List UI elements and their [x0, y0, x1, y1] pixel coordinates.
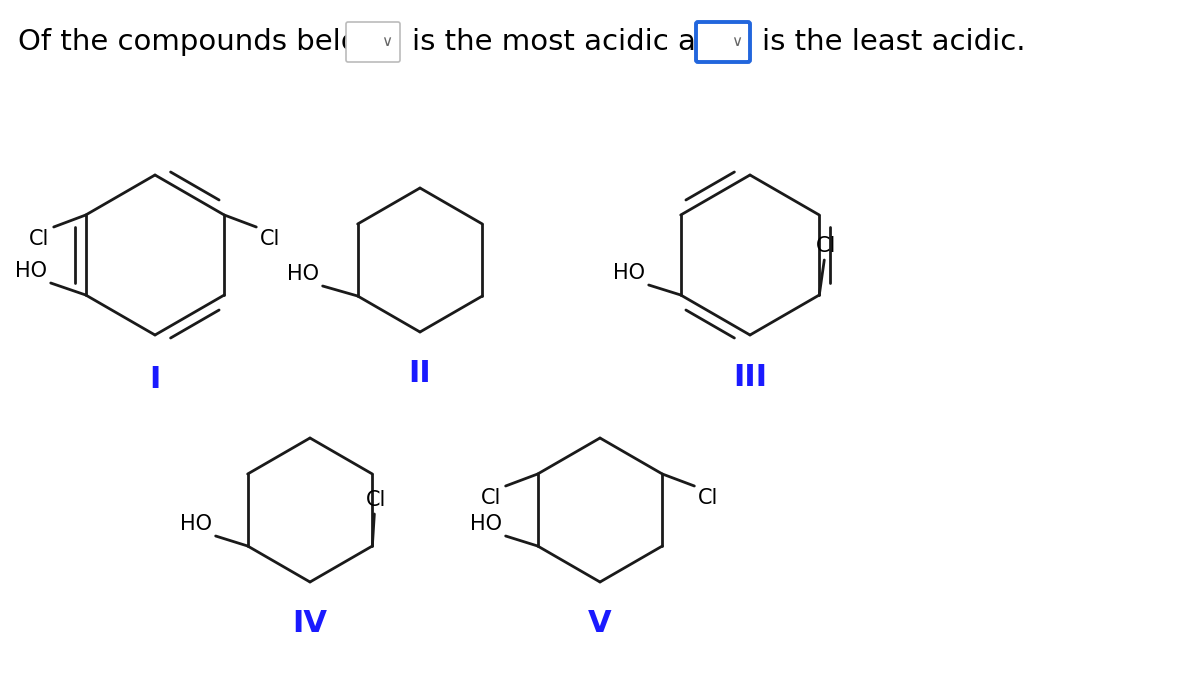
Text: I: I — [149, 365, 161, 394]
Text: HO: HO — [287, 264, 319, 284]
Text: HO: HO — [613, 263, 644, 283]
Text: ∨: ∨ — [380, 35, 392, 49]
FancyBboxPatch shape — [696, 22, 750, 62]
Text: Cl: Cl — [481, 488, 502, 508]
Text: IV: IV — [293, 610, 328, 638]
FancyBboxPatch shape — [346, 22, 400, 62]
Text: III: III — [733, 362, 767, 392]
Text: HO: HO — [469, 514, 502, 534]
Text: Cl: Cl — [29, 229, 49, 249]
Text: Cl: Cl — [698, 488, 719, 508]
Text: Cl: Cl — [260, 229, 281, 249]
Text: is the most acidic and: is the most acidic and — [412, 28, 733, 56]
Text: ∨: ∨ — [731, 35, 742, 49]
Text: II: II — [409, 360, 431, 389]
Text: HO: HO — [180, 514, 211, 534]
Text: Cl: Cl — [816, 236, 836, 256]
Text: Of the compounds below,: Of the compounds below, — [18, 28, 391, 56]
Text: is the least acidic.: is the least acidic. — [762, 28, 1026, 56]
Text: V: V — [588, 610, 612, 638]
Text: Cl: Cl — [366, 490, 386, 510]
Text: HO: HO — [14, 261, 47, 281]
